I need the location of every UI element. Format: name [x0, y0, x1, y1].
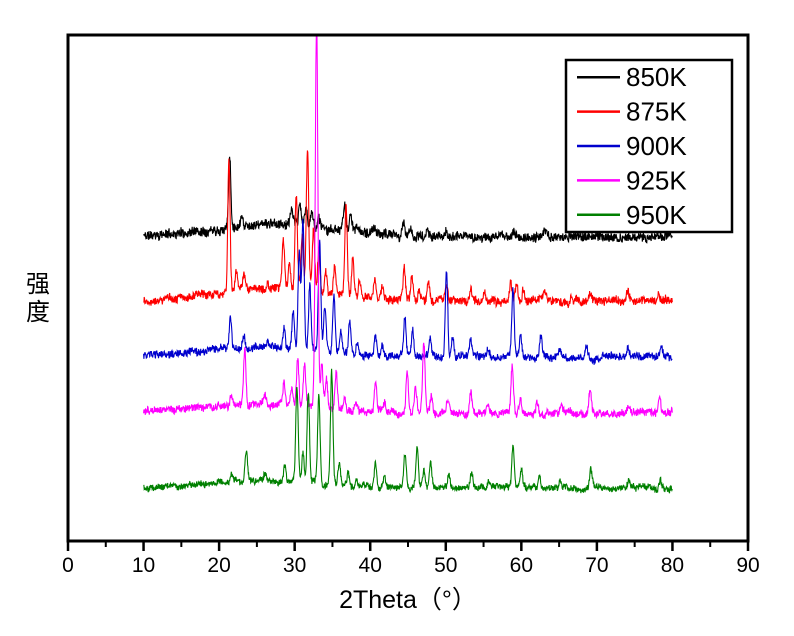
y-axis-title-char: 度 [26, 299, 50, 326]
series-line-925K [143, 36, 673, 420]
legend: 850K 875K 900K 925K 950K [564, 58, 734, 234]
x-axis-tick-label: 30 [283, 554, 306, 577]
series-line-850K [143, 156, 673, 244]
x-axis-tick-label: 20 [207, 554, 230, 577]
x-axis-tick-label: 80 [661, 554, 684, 577]
x-axis-title: 2Theta（°） [339, 586, 477, 614]
legend-label: 950K [626, 200, 687, 230]
x-axis-tick-label: 40 [359, 554, 382, 577]
legend-label: 875K [626, 97, 687, 127]
x-axis-tick-label: 50 [434, 554, 457, 577]
y-axis-title-char: 强 [26, 271, 50, 298]
y-axis-title: 强度 [26, 271, 50, 326]
x-axis-tick-label: 0 [62, 554, 74, 577]
series-line-875K [143, 150, 673, 309]
series-line-950K [143, 368, 673, 494]
x-axis-tick-label: 10 [132, 554, 155, 577]
series-line-900K [143, 218, 673, 365]
legend-label: 925K [626, 165, 687, 195]
plot-border [66, 33, 750, 543]
x-axis-tick-label: 90 [736, 554, 759, 577]
x-axis-tick-label: 70 [585, 554, 608, 577]
series-lines [143, 36, 673, 494]
legend-label: 850K [626, 62, 687, 92]
x-axis: 0 10 20 30 40 50 60 70 80 90 [62, 541, 760, 577]
x-axis-tick-label: 60 [510, 554, 533, 577]
legend-label: 900K [626, 131, 687, 161]
